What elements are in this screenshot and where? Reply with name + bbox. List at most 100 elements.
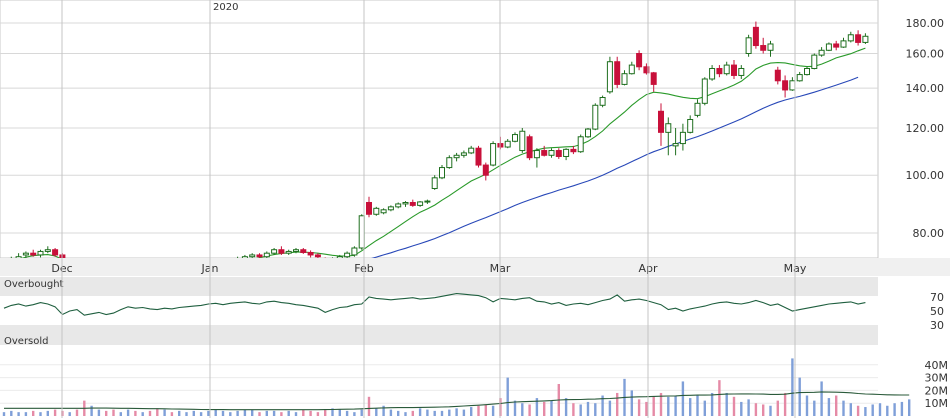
candle-body [665,123,672,133]
volume-ma-line [4,391,910,411]
candle [782,75,789,98]
candle-body [526,136,533,159]
oversold-band [0,325,878,345]
volume-bar [849,403,852,416]
candle [358,214,365,250]
volume-bar [404,412,407,416]
candles-group [1,21,869,289]
candle-body [855,34,862,43]
candle [482,162,489,181]
candle [475,145,482,168]
volume-bar [674,395,677,416]
candle-body [409,201,416,206]
candle [446,155,453,169]
candle [855,30,862,46]
volume-bar [32,410,35,416]
rsi-line-group [3,292,866,316]
candle [395,202,402,209]
candle [825,42,832,52]
candle-body [796,74,803,82]
candle [271,247,278,255]
volume-bar [229,412,232,416]
candle-body [621,73,628,85]
candle [731,60,737,79]
volume-bar [345,410,349,416]
candle-body [424,200,431,203]
candle-body [577,136,584,153]
candle [402,201,409,207]
volume-bar [258,412,261,416]
volume-bar [192,410,195,416]
candle [37,249,44,258]
volume-bar [207,410,210,416]
candle-body [314,254,321,258]
candle [570,145,577,155]
candle [760,37,767,54]
candle-body [439,167,445,179]
volume-bar [645,401,648,416]
volume-bar [112,409,115,416]
candle-body [628,64,635,75]
candle [847,31,854,43]
candle [774,66,781,85]
volume-bar [689,398,692,416]
volume-bar [484,404,487,416]
candle-body [563,148,570,157]
volume-bar [426,409,429,416]
candle-body [453,154,460,159]
candle [738,65,745,79]
candle-body [818,49,825,56]
rsi-tick-label: 50 [930,305,944,318]
rsi-line [3,292,866,316]
candle [30,249,37,257]
candle-body [782,80,789,91]
volume-bar [893,403,896,416]
volume-bar [90,405,93,416]
volume-bar [294,412,298,416]
candle [804,66,810,76]
candle-body [417,201,424,206]
candle-body [555,150,562,157]
overbought-label: Overbought [4,279,64,290]
candle-body [636,53,643,68]
candle [278,246,285,255]
candle-body [548,150,555,156]
candle-body [278,249,285,254]
volume-bar [214,409,217,416]
candle [606,56,613,94]
volume-bar [791,358,794,416]
candle [490,141,497,167]
candle [701,77,708,106]
candle-body [679,131,686,145]
candle [636,50,643,71]
volume-bar [455,408,458,416]
candle [745,34,752,57]
candle-body [804,67,810,76]
volume-ma-group [4,391,910,411]
candle-body [249,254,256,258]
candle-body [263,252,270,258]
volume-bar [579,404,582,416]
candle-body [752,26,759,47]
volume-bar [462,409,466,416]
volume-bar [543,401,546,416]
volume-bar [397,410,400,416]
candle-body [811,54,818,69]
volume-bar [367,396,371,416]
volume-bar [156,408,159,416]
candle [833,40,840,51]
candle-body [271,249,278,254]
volume-bar [178,410,181,416]
candle-body [402,201,409,205]
volume-bar [842,400,845,416]
candle [840,37,847,48]
candle-body [285,250,292,254]
candle [679,123,686,151]
candle [577,134,584,153]
volume-bar [126,409,130,416]
price-tick-label: 140.00 [906,82,945,95]
volume-bar [886,405,889,416]
candle-body [767,43,774,51]
